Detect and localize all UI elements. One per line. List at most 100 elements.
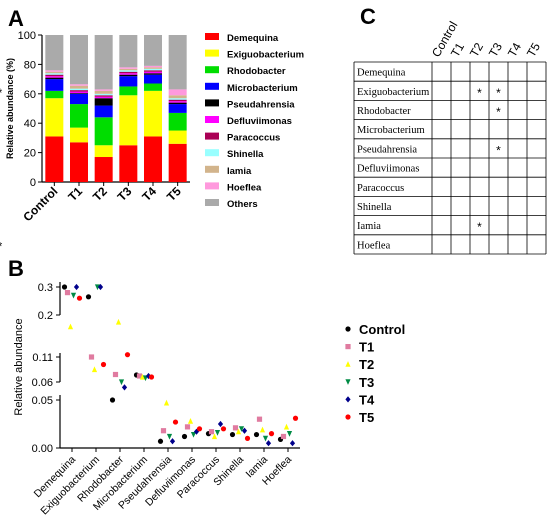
panel-b-label: B [8, 256, 24, 281]
legend-label: Rhodobacter [227, 66, 286, 77]
table-row-label: Pseudahrensia [357, 144, 417, 155]
data-point [166, 433, 173, 440]
x-tick-label: Control [20, 184, 60, 224]
data-point [64, 290, 71, 296]
bar-segment [45, 79, 64, 91]
data-point [160, 428, 167, 434]
data-point [184, 424, 191, 430]
legend-swatch [205, 66, 219, 74]
data-point [136, 373, 143, 379]
bar-segment [168, 95, 187, 99]
bar-segment [119, 95, 138, 146]
data-point [121, 384, 128, 391]
legend-label: Defluviimonas [227, 116, 292, 127]
bar-segment [168, 89, 187, 96]
legend-label: Control [359, 322, 405, 337]
data-point [211, 433, 218, 440]
table-row-label: Demequina [357, 68, 406, 79]
panel-c-label: C [360, 4, 376, 29]
data-point [157, 438, 164, 444]
data-point [76, 295, 83, 301]
table-cell: * [477, 86, 482, 100]
data-point [217, 420, 224, 428]
panel-a-label: A [8, 6, 24, 31]
y-tick-label: 80 [24, 59, 36, 71]
legend-swatch [205, 182, 219, 190]
data-point [190, 431, 197, 438]
data-point [283, 423, 290, 430]
x-tick-label: T4 [139, 184, 159, 204]
bar-segment [94, 145, 113, 158]
table-column-header: T3 [486, 40, 505, 59]
bar-segment [144, 136, 162, 182]
y-axis-label: Relative abundance [13, 318, 25, 415]
legend-marker [345, 326, 351, 332]
data-point [61, 284, 68, 290]
bar-segment [94, 117, 113, 146]
data-point [88, 354, 95, 360]
legend-label: Paracoccus [227, 133, 280, 144]
data-point [94, 284, 101, 291]
table-row-label: Rhodobacter [357, 106, 411, 117]
stacked-bar-chart: 0 20 40 60 80 100 Relative abundance (%) Contro… [5, 30, 304, 224]
bar-segment [168, 104, 187, 113]
bar-segment [119, 145, 138, 182]
bar-segment [94, 90, 113, 94]
legend-label: Hoeflea [227, 182, 262, 193]
data-point [229, 431, 236, 438]
bar-segment [168, 101, 187, 103]
bar-segment [144, 90, 162, 137]
bar-segment [70, 84, 88, 86]
bar-segment [144, 74, 162, 84]
bar-segment [94, 35, 113, 90]
legend-swatch [205, 99, 219, 107]
data-point [148, 374, 155, 380]
bar-segment [70, 93, 88, 105]
bar-segment [94, 157, 113, 182]
bar-segment [94, 98, 113, 106]
bar-segment [144, 71, 162, 74]
y-tick-label: 0.2 [38, 310, 53, 322]
data-point [118, 379, 125, 386]
legend-label: T1 [359, 340, 374, 355]
bar-segment [168, 35, 187, 90]
table-row-label: Exiguobacterium [357, 87, 429, 98]
bar-segment [70, 104, 88, 128]
legend-swatch [205, 33, 219, 40]
data-point [70, 292, 77, 299]
bar-segment [168, 98, 187, 100]
legend-swatch [205, 82, 219, 90]
bar-segment [119, 71, 138, 74]
data-point [196, 426, 203, 432]
bar-segment [45, 90, 64, 99]
bar-segment [45, 71, 64, 74]
bar-segment [168, 112, 187, 131]
bar-segment [144, 67, 162, 69]
legend-label: T4 [359, 392, 375, 407]
bar-segment [144, 83, 162, 91]
table-row-label: Iamia [357, 221, 381, 232]
data-point [85, 294, 92, 300]
data-point [187, 418, 194, 424]
legend-marker [345, 361, 351, 367]
bar-segment [144, 68, 162, 71]
bar-segment [45, 77, 64, 80]
bar-segment [94, 105, 113, 118]
abundance-dot-plot: 0.00 0.05 0.06 0.11 0.2 0.3 Relative abundance… [13, 282, 405, 517]
data-point [235, 428, 242, 435]
table-row-label: Microbacterium [357, 125, 425, 136]
data-point [100, 361, 107, 368]
legend-label: T2 [359, 357, 374, 372]
y-tick-label: 40 [24, 118, 36, 130]
legend-marker [345, 396, 351, 403]
bar-segment [70, 88, 88, 91]
legend-label: Shinella [227, 149, 264, 160]
bar-segment [94, 89, 113, 91]
legend-label: Iamia [227, 166, 252, 177]
bar-segment [119, 70, 138, 72]
bar-segment [168, 99, 187, 102]
legend-label: T3 [359, 375, 374, 390]
table-cell: * [496, 86, 501, 100]
data-point [139, 373, 146, 380]
